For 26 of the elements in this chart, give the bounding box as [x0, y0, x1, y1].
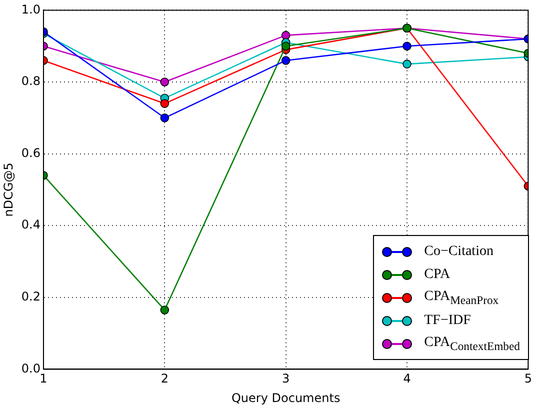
point — [160, 114, 170, 122]
x-tick-label: 4 — [403, 372, 411, 386]
x-tick-label: 2 — [160, 372, 168, 386]
y-tick-label: 0.8 — [21, 74, 40, 88]
point — [281, 30, 290, 40]
x-tick-label: 1 — [40, 372, 48, 386]
point — [402, 60, 412, 68]
point — [281, 42, 290, 50]
x-axis-title: Query Documents — [231, 390, 340, 405]
y-tick-label: 0.6 — [21, 146, 40, 160]
y-tick-label: 0.0 — [21, 361, 40, 376]
point — [160, 78, 170, 86]
point — [160, 306, 170, 314]
y-tick-label: 0.4 — [21, 218, 40, 232]
legend-label: Co−Citation — [424, 244, 494, 260]
legend-label: TF−IDF — [424, 312, 471, 328]
y-tick-label: 1.0 — [21, 2, 40, 16]
legend-label: CPA$_{ContextEmbed}$ — [424, 334, 520, 352]
legend-label: CPA$_{MeanProx}$ — [424, 288, 499, 306]
y-axis-title: nDCG@5 — [1, 162, 16, 217]
point — [402, 42, 412, 50]
point — [281, 56, 290, 65]
x-tick-label: 5 — [524, 372, 532, 386]
y-tick-label: 0.2 — [21, 290, 40, 304]
x-tick-label: 3 — [282, 372, 290, 386]
legend-label: CPA — [424, 266, 450, 282]
